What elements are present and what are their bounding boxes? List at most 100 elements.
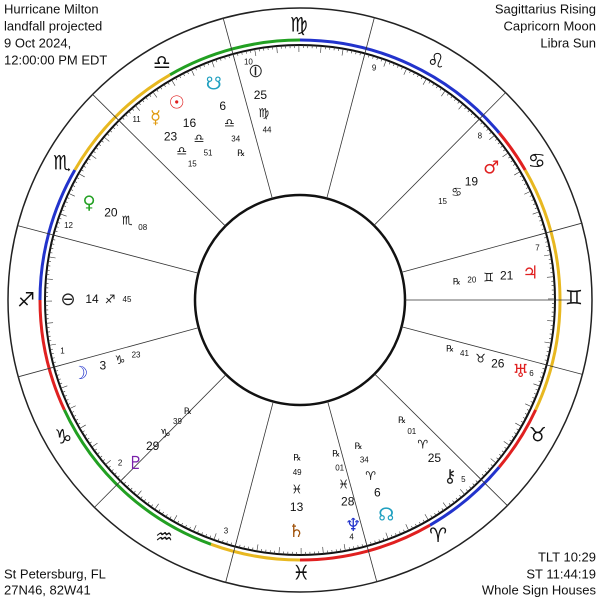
planet-minute: 45 (123, 295, 132, 304)
degree-tick (511, 436, 515, 439)
degree-tick (63, 205, 67, 207)
element-arc (299, 523, 431, 562)
degree-tick (370, 541, 372, 545)
degree-tick (516, 428, 520, 431)
degree-tick (441, 508, 444, 511)
degree-tick (252, 547, 254, 551)
degree-tick (346, 49, 348, 53)
degree-tick (90, 154, 97, 159)
degree-tick (48, 256, 56, 259)
planet-glyph: ☋ (206, 74, 222, 95)
degree-tick (150, 504, 154, 508)
retrograde-mark: ℞ (332, 449, 340, 459)
degree-tick (184, 524, 187, 528)
degree-tick (372, 55, 374, 59)
planet-sign: ♎ (176, 144, 187, 158)
planet-degree: 20 (104, 206, 118, 220)
degree-tick (526, 409, 530, 412)
planet-degree: 6 (374, 485, 381, 499)
retrograde-mark: ℞ (398, 416, 406, 426)
planet-sign: ♊ (483, 271, 494, 285)
degree-tick (484, 470, 488, 474)
degree-tick (45, 278, 53, 280)
summary-line: Sagittarius Rising (495, 1, 596, 16)
degree-tick (57, 221, 61, 224)
degree-tick (544, 341, 552, 344)
sign-glyph: ♍ (290, 13, 308, 37)
retrograde-mark: ℞ (453, 277, 461, 287)
planet-degree: 25 (428, 451, 442, 465)
degree-tick (469, 486, 472, 489)
planet-degree: 28 (341, 495, 355, 509)
sign-glyph: ♌ (427, 49, 445, 73)
planet-degree: 14 (85, 292, 99, 306)
summary-line: Capricorn Moon (504, 18, 597, 33)
degree-tick (522, 417, 526, 419)
degree-tick (108, 465, 111, 469)
degree-tick (213, 533, 217, 541)
degree-tick (490, 464, 494, 467)
planet-minute: 41 (460, 349, 469, 358)
degree-tick (422, 519, 425, 523)
degree-tick (126, 484, 130, 488)
degree-tick (230, 542, 232, 546)
planet-glyph: ⚷ (443, 466, 456, 487)
degree-tick (514, 432, 517, 435)
degree-tick (173, 515, 178, 522)
degree-tick (378, 539, 381, 543)
degree-tick (67, 403, 71, 406)
planet-glyph: ♀ (82, 192, 95, 213)
planet-sign: ♑ (115, 353, 126, 367)
planet-sign: ♑ (160, 427, 171, 441)
degree-tick (489, 135, 495, 140)
house-cusp (222, 18, 273, 199)
degree-tick (441, 90, 446, 97)
planet-sign: ♍ (258, 106, 269, 120)
outer-ring (7, 7, 593, 593)
degree-tick (221, 539, 224, 543)
degree-tick (190, 69, 195, 76)
degree-tick (175, 77, 178, 81)
degree-tick (419, 521, 421, 525)
degree-tick (543, 254, 551, 257)
planet-glyph: ⦶ (249, 61, 262, 82)
degree-tick (136, 490, 142, 497)
degree-tick (320, 45, 322, 53)
house-cusp (225, 401, 274, 583)
degree-tick (199, 65, 201, 69)
degree-tick (98, 143, 101, 146)
degree-tick (481, 474, 485, 477)
element-arc (299, 38, 501, 134)
degree-tick (546, 245, 550, 247)
degree-tick (247, 546, 249, 550)
degree-tick (395, 533, 397, 537)
degree-tick (69, 405, 76, 410)
degree-tick (58, 217, 62, 220)
degree-tick (57, 378, 61, 381)
degree-tick (192, 525, 197, 532)
degree-tick (524, 190, 531, 195)
degree-tick (169, 516, 172, 520)
degree-tick (135, 105, 140, 111)
degree-tick (343, 543, 346, 551)
retrograde-mark: ℞ (184, 407, 192, 417)
coords-line: 27N46, 82W41 (4, 582, 91, 597)
house-number: 5 (461, 475, 466, 484)
planet-glyph: ♄ (288, 521, 304, 542)
planet-minute: 15 (438, 197, 447, 206)
element-arc (210, 542, 301, 562)
planet-minute: 01 (335, 463, 344, 472)
planet-degree: 16 (183, 116, 197, 130)
degree-tick (437, 510, 441, 514)
degree-tick (128, 111, 131, 114)
element-arc (38, 299, 66, 411)
degree-tick (68, 192, 75, 197)
degree-tick (399, 531, 401, 535)
degree-tick (508, 156, 511, 159)
degree-tick (156, 89, 159, 92)
degree-tick (201, 532, 203, 536)
degree-tick (147, 501, 150, 505)
degree-tick (459, 494, 462, 498)
retrograde-mark: ℞ (446, 344, 454, 354)
degree-tick (62, 391, 66, 393)
